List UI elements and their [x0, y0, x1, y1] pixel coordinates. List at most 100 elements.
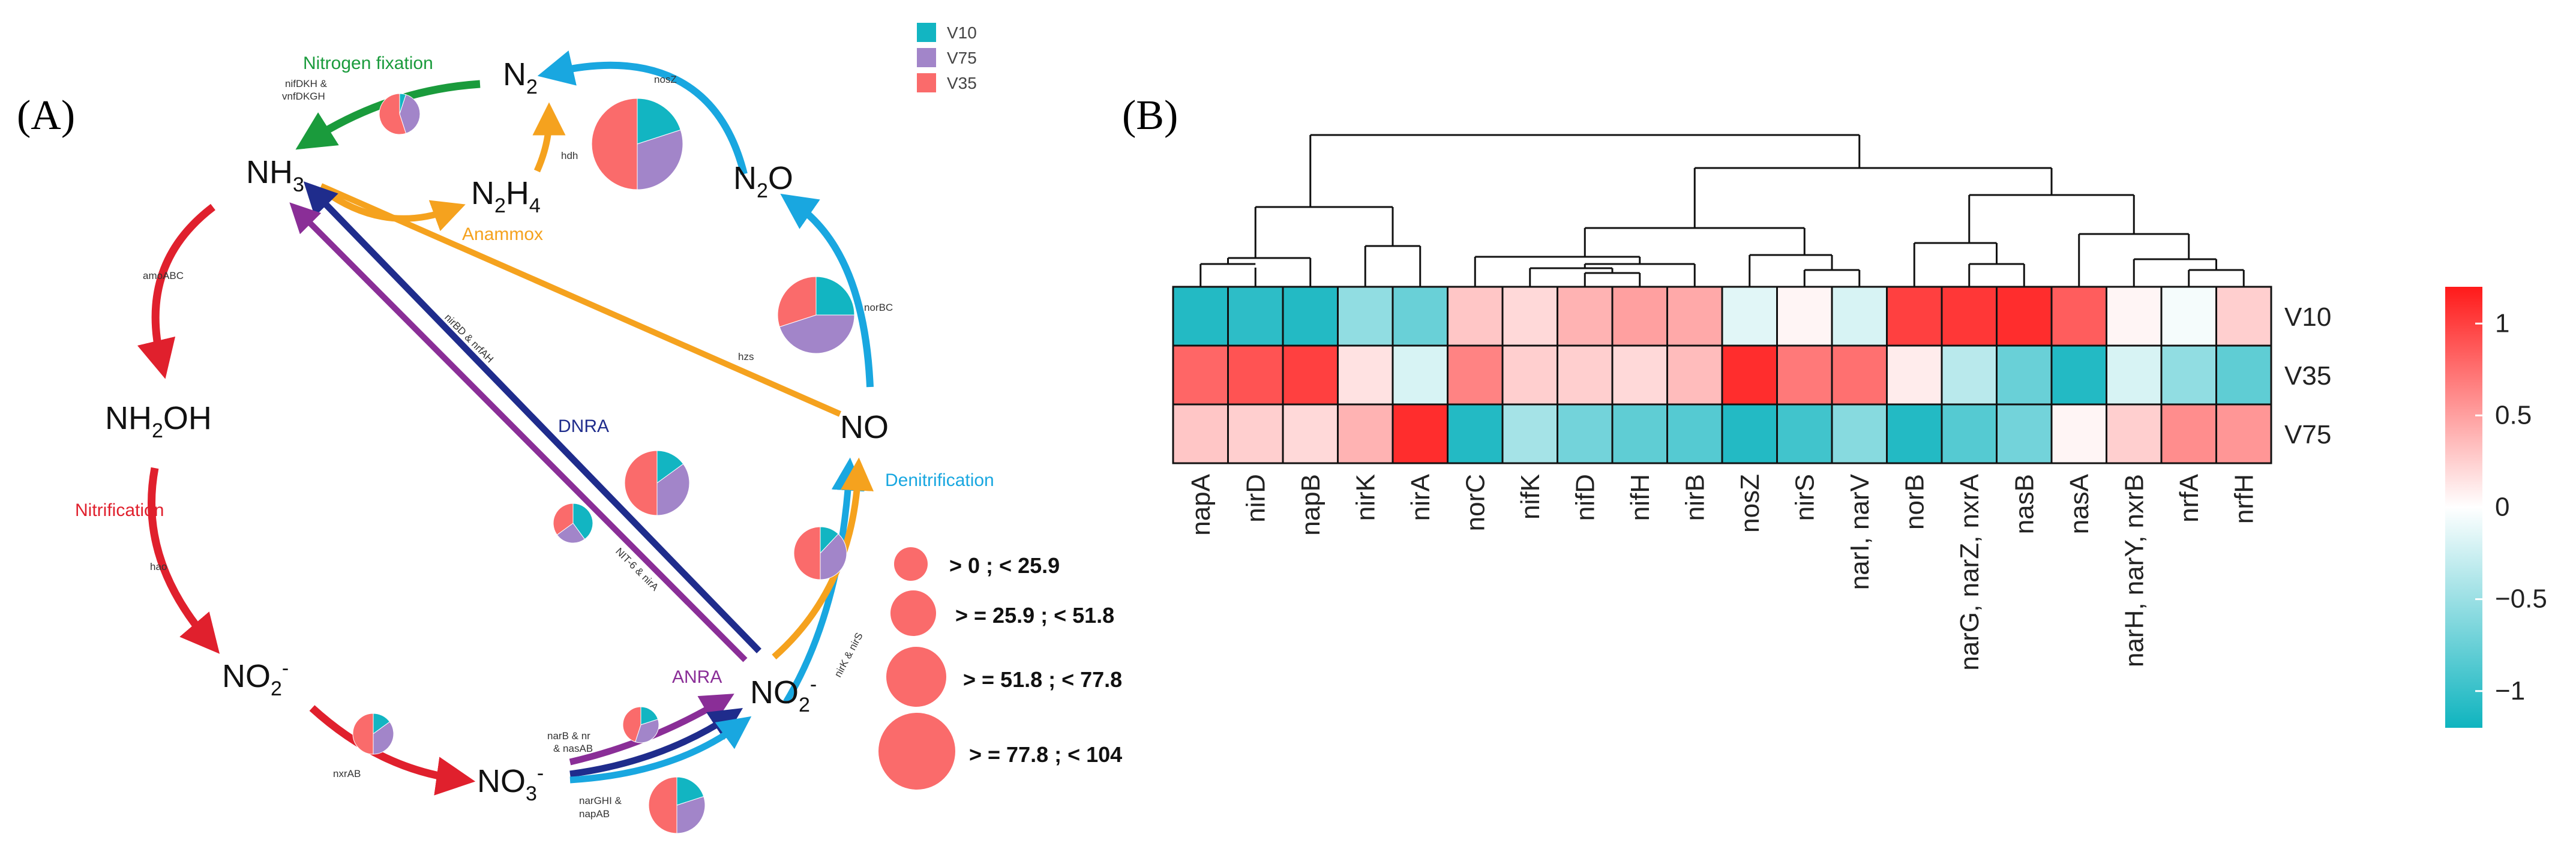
legend-label-v75: V75: [947, 49, 977, 67]
pie-slice-dnra-v10: [656, 450, 684, 484]
column-label-4: nirA: [1406, 473, 1435, 521]
nodes: N2 NH3 N2H4 N2O NH2OH NO NO2- NO2- NO3-: [105, 56, 889, 805]
column-label-9: nirB: [1680, 474, 1710, 521]
legend-label-v10: V10: [947, 23, 977, 42]
heatmap-cell-v75-2: [1282, 403, 1339, 464]
heatmap-cell-v10-1: [1227, 286, 1284, 347]
heatmap-cell-v35-16: [2050, 344, 2107, 406]
colorbar-ticks: 1 0.5 0 −0.5 −1: [2475, 308, 2547, 706]
row-label-v35: V35: [2284, 361, 2331, 391]
size-legend-label-2: > = 25.9 ; < 51.8: [955, 603, 1114, 628]
heatmap-cell-v75-11: [1776, 403, 1833, 464]
node-no3: NO3-: [477, 762, 544, 805]
heatmap-cell-v35-14: [1941, 344, 1998, 406]
gene-vnfdkgh: vnfDKGH: [282, 91, 325, 102]
pie-dnra: [624, 450, 690, 516]
panel-a: (A) V10 V75 V35: [17, 23, 1122, 834]
gene-amoabc: amoABC: [143, 270, 184, 281]
panel-a-label: (A): [17, 92, 75, 139]
heatmap-cell-v75-13: [1886, 403, 1943, 464]
column-label-12: narI, narV: [1845, 473, 1875, 590]
column-label-19: nrfH: [2229, 474, 2259, 524]
heatmap-cell-v35-8: [1611, 344, 1668, 406]
pie-slice-narghi-v75: [676, 796, 706, 834]
heatmap-cell-v10-12: [1831, 286, 1888, 347]
heatmap-cell-v35-19: [2215, 344, 2272, 406]
heatmap-cell-v75-17: [2106, 403, 2163, 464]
heatmap-cell-v75-0: [1172, 403, 1229, 464]
gene-hao: hao: [150, 561, 167, 572]
heatmap-cell-v10-0: [1172, 286, 1229, 347]
heatmap-cell-v10-17: [2106, 286, 2163, 347]
heatmap-cell-v35-12: [1831, 344, 1888, 406]
heatmap-cell-v35-2: [1282, 344, 1339, 406]
pie-slice-nitrogen-fixation-v75: [399, 94, 421, 134]
nirk-blue-arrow: [783, 457, 865, 704]
node-n2: N2: [503, 56, 538, 98]
heatmap-cell-v35-9: [1666, 344, 1723, 406]
row-label-v75: V75: [2284, 420, 2331, 449]
hao-arrow: [148, 467, 220, 654]
arrows: [137, 50, 874, 796]
nitrate-assim-arrow: [289, 202, 748, 662]
heatmap-cell-v10-14: [1941, 286, 1998, 347]
heatmap-cell-v35-11: [1776, 344, 1833, 406]
heatmap-cell-v75-9: [1666, 403, 1723, 464]
label-nitrification: Nitrification: [75, 500, 164, 520]
pie-slice-narb-v75: [635, 719, 659, 743]
pie-nosz: [591, 98, 683, 190]
heatmap-cell-v75-5: [1447, 403, 1504, 464]
pie-slice-norbc-v10: [815, 276, 855, 316]
column-label-0: napA: [1186, 473, 1216, 535]
column-label-10: nosZ: [1735, 474, 1765, 533]
node-nh3: NH3: [246, 154, 304, 196]
column-label-17: narH, narY, nxrB: [2119, 474, 2149, 667]
pie-slice-norbc-v75: [779, 314, 855, 354]
legend-label-v35: V35: [947, 74, 977, 92]
heatmap-cell-v10-10: [1721, 286, 1778, 347]
heatmap-cell-v75-15: [1996, 403, 2053, 464]
heatmap-cell-v75-10: [1721, 403, 1778, 464]
heatmap-cell-v10-13: [1886, 286, 1943, 347]
column-label-7: nifD: [1570, 474, 1600, 521]
gene-narghi1: narGHI &: [579, 795, 622, 806]
heatmap-cell-v10-7: [1557, 286, 1614, 347]
heatmap-cell-v35-15: [1996, 344, 2053, 406]
gene-nirk: nirK & nirS: [832, 631, 865, 679]
heatmap-cell-v35-7: [1557, 344, 1614, 406]
legend-swatch-v35: [917, 73, 936, 92]
legend-swatch-v75: [917, 48, 936, 67]
size-legend-circle-1: [894, 547, 928, 581]
column-label-6: nifK: [1516, 474, 1545, 520]
legend-swatch-v10: [917, 23, 936, 42]
node-nh2oh: NH2OH: [105, 400, 212, 442]
column-label-3: nirK: [1351, 474, 1380, 521]
pie-narghi: [648, 776, 706, 834]
heatmap: [1172, 286, 2272, 464]
gene-narb2: & nasAB: [553, 743, 593, 754]
dnra-arrow: [303, 181, 761, 653]
heatmap-cell-v10-19: [2215, 286, 2272, 347]
heatmap-cell-v75-7: [1557, 403, 1614, 464]
gene-hdh: hdh: [561, 150, 578, 161]
node-no: NO: [840, 409, 889, 445]
pie-slice-nitrification-v35: [352, 713, 374, 755]
column-label-16: nasA: [2065, 473, 2094, 534]
row-labels: V10 V35 V75: [2284, 302, 2331, 449]
heatmap-cell-v75-1: [1227, 403, 1284, 464]
column-label-5: norC: [1461, 474, 1490, 531]
pie-slice-nitrogen-fixation-v35: [379, 93, 407, 135]
gene-narb1: narB & nr: [547, 730, 590, 742]
pie-slice-denitrification-v35: [793, 526, 821, 580]
heatmap-cell-v75-19: [2215, 403, 2272, 464]
column-label-13: norB: [1900, 474, 1929, 530]
color-legend: V10 V75 V35: [917, 23, 977, 92]
heatmap-cell-v10-2: [1282, 286, 1339, 347]
gene-nxrab: nxrAB: [333, 768, 361, 779]
heatmap-cell-v10-5: [1447, 286, 1504, 347]
size-legend-label-3: > = 51.8 ; < 77.8: [963, 667, 1122, 692]
node-no2-right: NO2-: [750, 673, 817, 716]
pie-slice-narb-v10: [640, 706, 659, 725]
heatmap-cell-v35-10: [1721, 344, 1778, 406]
pie-nitrogen-fixation: [379, 93, 421, 135]
